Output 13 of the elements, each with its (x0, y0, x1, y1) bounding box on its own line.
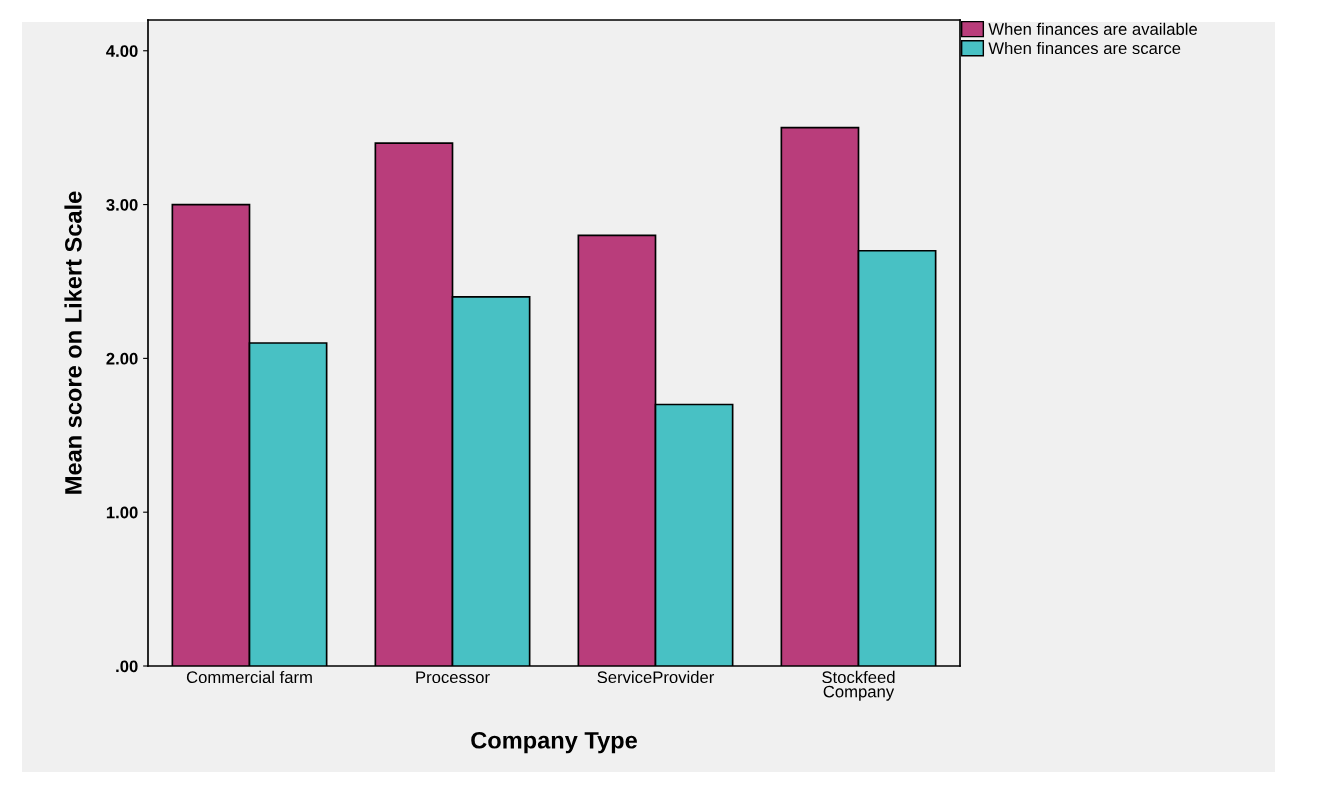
x-tick-label: Processor (416, 671, 490, 684)
y-tick-label: 3.00 (106, 198, 138, 211)
legend-label: When finances are available (988, 22, 1197, 35)
y-tick-label: 1.00 (106, 506, 138, 519)
x-tick-label: ServiceProvider (597, 670, 715, 684)
x-tick-label: Commercial farm (186, 670, 312, 684)
y-tick-label: 4.00 (106, 45, 138, 57)
y-tick-label: .00 (116, 660, 138, 673)
x-axis-title: Company Type (471, 731, 637, 754)
x-tick-label: Stockfeed Company (822, 670, 895, 701)
y-axis-title: Mean score on Likert Scale (64, 191, 82, 494)
y-tick-label: 2.00 (106, 352, 138, 365)
legend-label: When finances are scarce (988, 41, 1181, 55)
